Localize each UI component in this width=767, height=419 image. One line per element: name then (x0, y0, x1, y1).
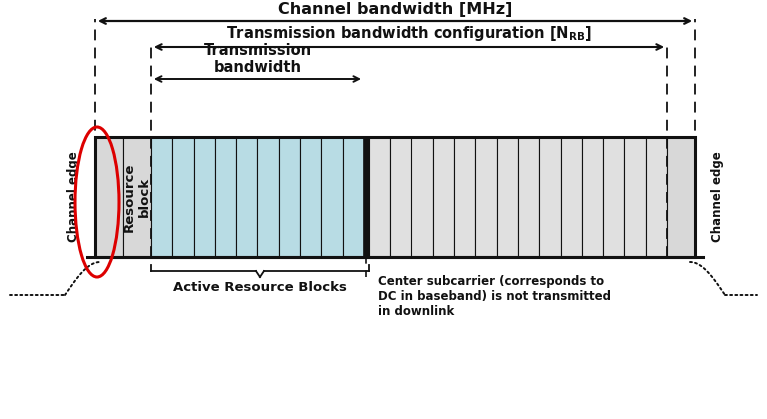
Bar (123, 137, 151, 257)
Text: Resource
block: Resource block (123, 162, 151, 232)
Bar (364, 137, 369, 257)
Bar (369, 137, 390, 257)
Bar (497, 137, 518, 257)
Bar (603, 137, 624, 257)
Bar (667, 137, 695, 257)
Bar (433, 137, 454, 257)
Bar (300, 137, 321, 257)
Bar (412, 137, 433, 257)
Bar (476, 137, 497, 257)
Text: Center subcarrier (corresponds to
DC in baseband) is not transmitted
in downlink: Center subcarrier (corresponds to DC in … (378, 275, 611, 318)
Bar (236, 137, 258, 257)
Bar (582, 137, 603, 257)
Bar (151, 137, 173, 257)
Text: Channel edge: Channel edge (67, 152, 80, 242)
Text: Transmission
bandwidth: Transmission bandwidth (203, 43, 311, 75)
Text: Active Resource Blocks: Active Resource Blocks (173, 281, 347, 294)
Bar (539, 137, 561, 257)
Bar (193, 137, 215, 257)
Bar (258, 137, 278, 257)
Text: Channel bandwidth [MHz]: Channel bandwidth [MHz] (278, 2, 512, 17)
Bar (343, 137, 364, 257)
Text: Transmission bandwidth configuration [N$_{\mathregular{RB}}$]: Transmission bandwidth configuration [N$… (226, 24, 592, 43)
Bar (624, 137, 646, 257)
Text: Channel edge: Channel edge (710, 152, 723, 242)
Bar (215, 137, 236, 257)
Bar (173, 137, 193, 257)
Bar (646, 137, 667, 257)
Bar (561, 137, 582, 257)
Bar (321, 137, 343, 257)
Bar (454, 137, 476, 257)
Bar (390, 137, 412, 257)
Bar (95, 137, 123, 257)
Bar (95, 137, 695, 257)
Bar (278, 137, 300, 257)
Bar (518, 137, 539, 257)
